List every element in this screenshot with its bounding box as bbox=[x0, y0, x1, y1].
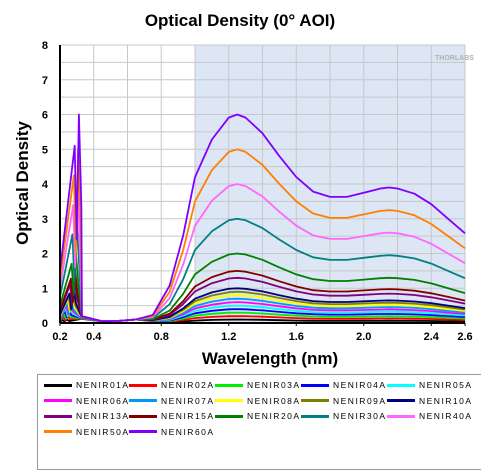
legend-swatch bbox=[129, 383, 157, 387]
legend-swatch bbox=[215, 399, 243, 402]
y-tick-label: 6 bbox=[42, 110, 48, 122]
legend-item: NENIR15A bbox=[129, 409, 215, 423]
legend-swatch bbox=[301, 383, 329, 387]
legend-swatch bbox=[387, 414, 415, 418]
legend-label: NENIR04A bbox=[333, 380, 387, 390]
x-tick-label: 2.4 bbox=[424, 331, 440, 343]
legend-swatch bbox=[387, 399, 415, 402]
y-tick-label: 7 bbox=[42, 75, 48, 87]
legend-item: NENIR01A bbox=[44, 378, 130, 392]
legend-item: NENIR04A bbox=[301, 378, 387, 392]
legend-swatch bbox=[44, 383, 72, 387]
legend-item: NENIR07A bbox=[129, 394, 215, 408]
legend-item: NENIR10A bbox=[387, 394, 473, 408]
legend-item: NENIR03A bbox=[215, 378, 301, 392]
legend-item: NENIR40A bbox=[387, 409, 473, 423]
watermark: THORLABS bbox=[435, 55, 474, 62]
legend-swatch bbox=[44, 430, 72, 433]
legend-item: NENIR08A bbox=[215, 394, 301, 408]
legend-swatch bbox=[129, 399, 157, 402]
x-tick-label: 0.8 bbox=[154, 331, 169, 343]
legend: NENIR01A NENIR02A NENIR03A NENIR04A NENIR05A… bbox=[37, 374, 481, 470]
legend-label: NENIR20A bbox=[247, 411, 301, 421]
legend-label: NENIR01A bbox=[76, 380, 130, 390]
legend-swatch bbox=[301, 399, 329, 402]
legend-item: NENIR13A bbox=[44, 409, 130, 423]
legend-swatch bbox=[215, 414, 243, 418]
x-tick-label: 1.6 bbox=[289, 331, 304, 343]
legend-swatch bbox=[44, 414, 72, 418]
legend-label: NENIR05A bbox=[419, 380, 473, 390]
legend-item: NENIR02A bbox=[129, 378, 215, 392]
legend-swatch bbox=[387, 383, 415, 387]
legend-label: NENIR60A bbox=[161, 426, 215, 437]
y-tick-label: 8 bbox=[42, 40, 48, 52]
legend-label: NENIR50A bbox=[76, 426, 130, 437]
x-tick-label: 1.2 bbox=[221, 331, 236, 343]
legend-item: NENIR05A bbox=[387, 378, 473, 392]
series-line-nenir60a bbox=[59, 113, 466, 323]
x-axis-label: Wavelength (nm) bbox=[202, 349, 338, 368]
legend-swatch bbox=[44, 399, 72, 402]
legend-label: NENIR30A bbox=[333, 411, 387, 421]
legend-swatch bbox=[129, 414, 157, 418]
legend-swatch bbox=[129, 430, 157, 433]
legend-label: NENIR03A bbox=[247, 380, 301, 390]
x-tick-label: 2.0 bbox=[356, 331, 371, 343]
y-tick-label: 2 bbox=[42, 249, 48, 261]
legend-item: NENIR06A bbox=[44, 394, 130, 408]
y-tick-label: 0 bbox=[42, 318, 48, 330]
x-tick-label: 0.2 bbox=[52, 331, 67, 343]
series-lines bbox=[59, 113, 466, 324]
legend-item: NENIR30A bbox=[301, 409, 387, 423]
y-axis-label: Optical Density bbox=[13, 121, 32, 245]
y-tick-labels: 0 1 2 3 4 5 6 7 8 bbox=[42, 40, 49, 330]
legend-label: NENIR06A bbox=[76, 395, 130, 406]
legend-item: NENIR60A bbox=[129, 425, 215, 439]
y-tick-label: 4 bbox=[42, 179, 49, 191]
legend-item: NENIR20A bbox=[215, 409, 301, 423]
x-tick-label: 2.6 bbox=[457, 331, 472, 343]
legend-label: NENIR13A bbox=[76, 411, 130, 421]
legend-label: NENIR02A bbox=[161, 380, 215, 390]
legend-swatch bbox=[215, 383, 243, 387]
axes bbox=[59, 45, 465, 324]
y-tick-label: 1 bbox=[42, 283, 48, 295]
legend-item: NENIR09A bbox=[301, 394, 387, 408]
legend-label: NENIR07A bbox=[161, 395, 215, 406]
x-tick-label: 0.4 bbox=[86, 331, 102, 343]
legend-swatch bbox=[301, 414, 329, 418]
x-tick-labels: 0.2 0.4 0.8 1.2 1.6 2.0 2.4 2.6 bbox=[52, 323, 473, 343]
chart-title: Optical Density (0° AOI) bbox=[145, 11, 335, 30]
legend-label: NENIR08A bbox=[247, 395, 301, 406]
legend-label: NENIR15A bbox=[161, 411, 215, 421]
legend-label: NENIR40A bbox=[419, 411, 473, 421]
y-tick-label: 3 bbox=[42, 214, 48, 226]
y-tick-label: 5 bbox=[42, 144, 48, 156]
legend-label: NENIR09A bbox=[333, 395, 387, 406]
legend-item: NENIR50A bbox=[44, 425, 130, 439]
legend-label: NENIR10A bbox=[419, 395, 473, 406]
